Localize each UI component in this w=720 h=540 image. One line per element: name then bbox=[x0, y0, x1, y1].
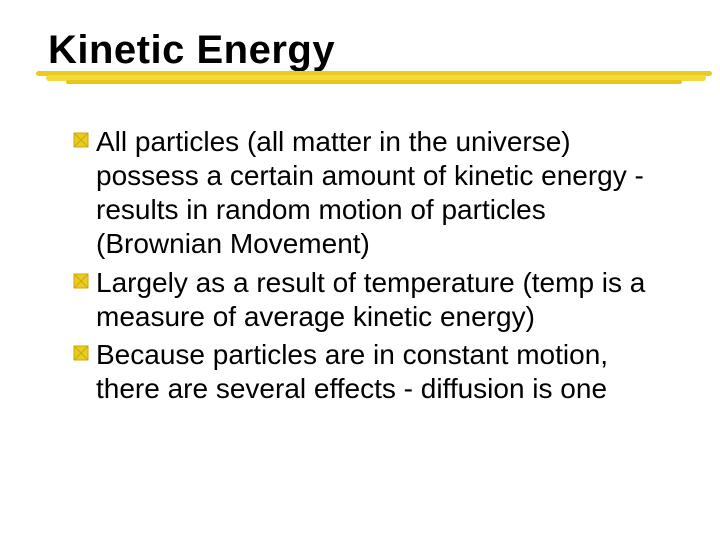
title-block: Kinetic Energy bbox=[48, 28, 672, 91]
slide-body: All particles (all matter in the univers… bbox=[48, 125, 672, 406]
bullet-text: Largely as a result of temperature (temp… bbox=[96, 267, 645, 332]
bullet-item: All particles (all matter in the univers… bbox=[72, 125, 664, 262]
title-underline bbox=[36, 71, 712, 85]
fancy-square-icon bbox=[72, 344, 90, 362]
bullet-text: All particles (all matter in the univers… bbox=[96, 126, 644, 259]
slide: Kinetic Energy All particles (all matter… bbox=[0, 0, 720, 540]
bullet-text: Because particles are in constant motion… bbox=[96, 339, 608, 404]
bullet-item: Because particles are in constant motion… bbox=[72, 338, 664, 406]
fancy-square-icon bbox=[72, 131, 90, 149]
slide-title: Kinetic Energy bbox=[48, 28, 672, 73]
fancy-square-icon bbox=[72, 272, 90, 290]
bullet-item: Largely as a result of temperature (temp… bbox=[72, 266, 664, 334]
